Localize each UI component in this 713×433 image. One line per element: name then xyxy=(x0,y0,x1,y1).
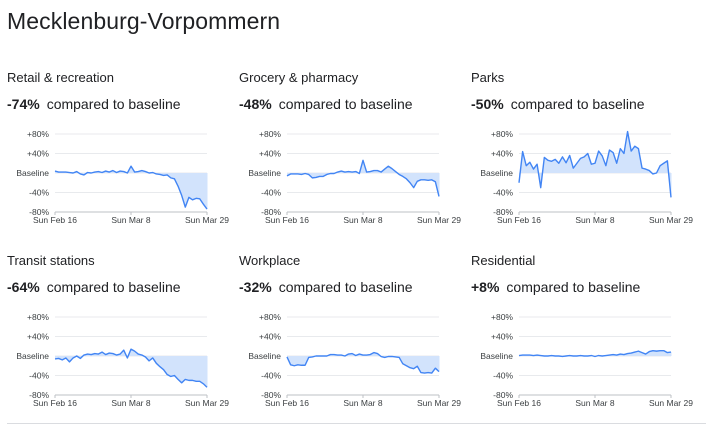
change-summary: -74% compared to baseline xyxy=(7,96,181,112)
x-tick-label: Sun Mar 29 xyxy=(649,398,693,408)
y-tick-label: +40% xyxy=(27,332,49,342)
change-value: -74% xyxy=(7,96,40,112)
area-chart: +80%+40%Baseline-40%-80%Sun Feb 16 Sun Ma… xyxy=(239,299,464,424)
area-chart: +80%+40%Baseline-40%-80%Sun Feb 16 Sun Ma… xyxy=(471,299,696,424)
y-tick-label: +80% xyxy=(259,129,281,139)
chart-panel-retail-recreation: Retail & recreation -74% compared to base… xyxy=(7,70,232,250)
area-chart: +80%+40%Baseline-40%-80%Sun Feb 16 Sun Ma… xyxy=(7,116,232,241)
change-value: -50% xyxy=(471,96,504,112)
change-label: compared to baseline xyxy=(47,279,181,295)
change-label: compared to baseline xyxy=(511,96,645,112)
change-summary: +8% compared to baseline xyxy=(471,279,640,295)
chart-title: Residential xyxy=(471,253,535,268)
chart-panel-workplace: Workplace -32% compared to baseline +80% +… xyxy=(239,253,464,433)
chart-panel-grocery-pharmacy: Grocery & pharmacy -48% compared to basel… xyxy=(239,70,464,250)
change-label: compared to baseline xyxy=(279,96,413,112)
y-tick-label: Baseline xyxy=(248,168,281,178)
area-chart: +80%+40%Baseline-40%-80%Sun Feb 16 Sun Ma… xyxy=(239,116,464,241)
change-label: compared to baseline xyxy=(47,96,181,112)
page-title: Mecklenburg-Vorpommern xyxy=(7,8,280,35)
x-tick-label: Sun Mar 8 xyxy=(575,215,614,225)
y-tick-label: Baseline xyxy=(480,168,513,178)
x-tick-label: Sun Mar 8 xyxy=(111,398,150,408)
chart-title: Workplace xyxy=(239,253,300,268)
change-label: compared to baseline xyxy=(506,279,640,295)
x-tick-label: Sun Mar 29 xyxy=(649,215,693,225)
chart-title: Transit stations xyxy=(7,253,95,268)
x-tick-label: Sun Feb 16 xyxy=(33,215,77,225)
x-tick-label: Sun Mar 29 xyxy=(417,398,461,408)
y-tick-label: Baseline xyxy=(248,351,281,361)
x-tick-label: Sun Mar 8 xyxy=(343,215,382,225)
y-tick-label: +40% xyxy=(259,332,281,342)
chart-panel-transit-stations: Transit stations -64% compared to baselin… xyxy=(7,253,232,433)
change-label: compared to baseline xyxy=(279,279,413,295)
y-tick-label: -40% xyxy=(261,371,281,381)
x-tick-label: Sun Feb 16 xyxy=(265,215,309,225)
area-chart: +80%+40%Baseline-40%-80%Sun Feb 16 Sun Ma… xyxy=(7,299,232,424)
y-tick-label: +80% xyxy=(259,312,281,322)
y-tick-label: -40% xyxy=(29,371,49,381)
baseline-area xyxy=(287,160,439,196)
y-tick-label: Baseline xyxy=(16,351,49,361)
change-summary: -48% compared to baseline xyxy=(239,96,413,112)
chart-panel-parks: Parks -50% compared to baseline +80% +40% B… xyxy=(471,70,696,250)
chart-title: Parks xyxy=(471,70,504,85)
x-tick-label: Sun Feb 16 xyxy=(497,215,541,225)
y-tick-label: -40% xyxy=(493,371,513,381)
y-tick-label: Baseline xyxy=(16,168,49,178)
area-chart: +80%+40%Baseline-40%-80%Sun Feb 16 Sun Ma… xyxy=(471,116,696,241)
chart-title: Grocery & pharmacy xyxy=(239,70,358,85)
y-tick-label: +80% xyxy=(491,129,513,139)
bottom-divider xyxy=(7,423,706,424)
change-value: -32% xyxy=(239,279,272,295)
y-tick-label: +40% xyxy=(27,149,49,159)
change-value: -48% xyxy=(239,96,272,112)
y-tick-label: +80% xyxy=(27,312,49,322)
change-summary: -50% compared to baseline xyxy=(471,96,645,112)
y-tick-label: Baseline xyxy=(480,351,513,361)
x-tick-label: Sun Feb 16 xyxy=(265,398,309,408)
y-tick-label: +40% xyxy=(491,332,513,342)
change-value: +8% xyxy=(471,279,499,295)
change-summary: -32% compared to baseline xyxy=(239,279,413,295)
change-summary: -64% compared to baseline xyxy=(7,279,181,295)
x-tick-label: Sun Feb 16 xyxy=(497,398,541,408)
chart-panel-residential: Residential +8% compared to baseline +80%… xyxy=(471,253,696,433)
y-tick-label: +40% xyxy=(259,149,281,159)
x-tick-label: Sun Mar 8 xyxy=(343,398,382,408)
change-value: -64% xyxy=(7,279,40,295)
x-tick-label: Sun Mar 8 xyxy=(111,215,150,225)
y-tick-label: +40% xyxy=(491,149,513,159)
x-tick-label: Sun Mar 8 xyxy=(575,398,614,408)
y-tick-label: -40% xyxy=(261,188,281,198)
y-tick-label: +80% xyxy=(27,129,49,139)
y-tick-label: -40% xyxy=(29,188,49,198)
y-tick-label: +80% xyxy=(491,312,513,322)
x-tick-label: Sun Mar 29 xyxy=(417,215,461,225)
x-tick-label: Sun Mar 29 xyxy=(185,398,229,408)
x-tick-label: Sun Mar 29 xyxy=(185,215,229,225)
baseline-area xyxy=(55,349,207,387)
y-tick-label: -40% xyxy=(493,188,513,198)
chart-title: Retail & recreation xyxy=(7,70,114,85)
x-tick-label: Sun Feb 16 xyxy=(33,398,77,408)
baseline-area xyxy=(519,132,671,198)
